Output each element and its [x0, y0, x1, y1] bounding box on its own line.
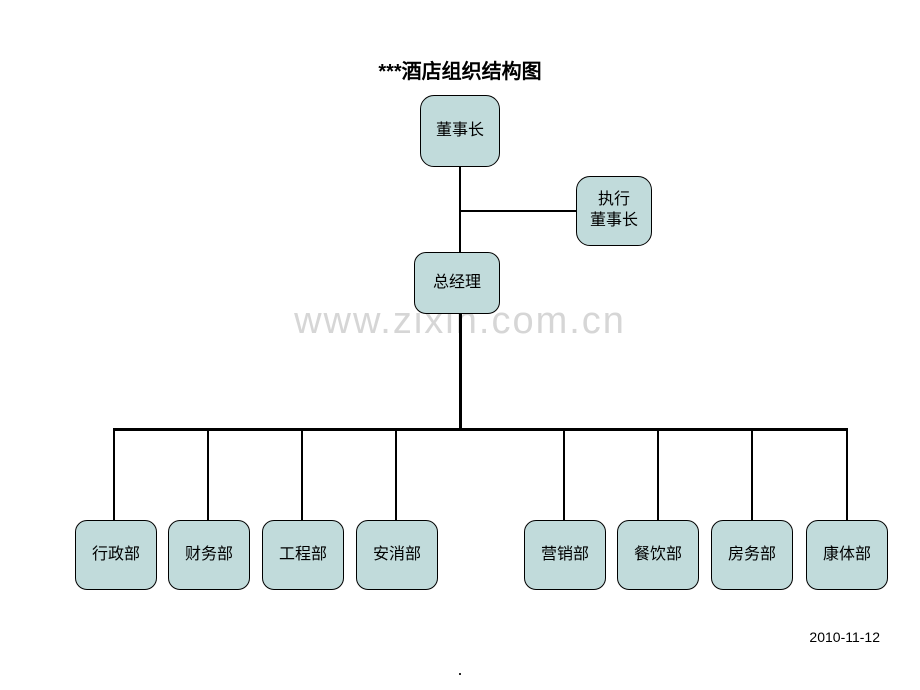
- node-admin: 行政部: [75, 520, 157, 590]
- node-label: 安消部: [373, 545, 421, 566]
- node-label: 康体部: [823, 545, 871, 566]
- line-v-admin: [113, 428, 115, 520]
- node-finance: 财务部: [168, 520, 250, 590]
- date-text: 2010-11-12: [809, 629, 880, 645]
- node-exec-chairman: 执行 董事长: [576, 176, 652, 246]
- node-label: 董事长: [436, 121, 484, 142]
- line-v-recreation: [846, 428, 848, 520]
- node-chairman: 董事长: [420, 95, 500, 167]
- node-label: 总经理: [433, 273, 481, 294]
- node-label: 行政部: [92, 545, 140, 566]
- line-h-main: [113, 428, 848, 431]
- node-gm: 总经理: [414, 252, 500, 314]
- line-v-engineering: [301, 428, 303, 520]
- node-recreation: 康体部: [806, 520, 888, 590]
- line-v-security: [395, 428, 397, 520]
- line-v-finance: [207, 428, 209, 520]
- line-v-marketing: [563, 428, 565, 520]
- line-to-exec: [459, 210, 576, 212]
- line-v-catering: [657, 428, 659, 520]
- line-v-rooms: [751, 428, 753, 520]
- dot-text: .: [457, 659, 462, 680]
- node-label: 财务部: [185, 545, 233, 566]
- node-rooms: 房务部: [711, 520, 793, 590]
- node-engineering: 工程部: [262, 520, 344, 590]
- node-label: 营销部: [541, 545, 589, 566]
- node-label: 房务部: [728, 545, 776, 566]
- node-marketing: 营销部: [524, 520, 606, 590]
- node-security: 安消部: [356, 520, 438, 590]
- node-label: 工程部: [279, 545, 327, 566]
- node-label: 执行 董事长: [590, 190, 638, 232]
- node-catering: 餐饮部: [617, 520, 699, 590]
- chart-title: ***酒店组织结构图: [378, 55, 541, 84]
- node-label: 餐饮部: [634, 545, 682, 566]
- line-gm-down: [459, 314, 462, 430]
